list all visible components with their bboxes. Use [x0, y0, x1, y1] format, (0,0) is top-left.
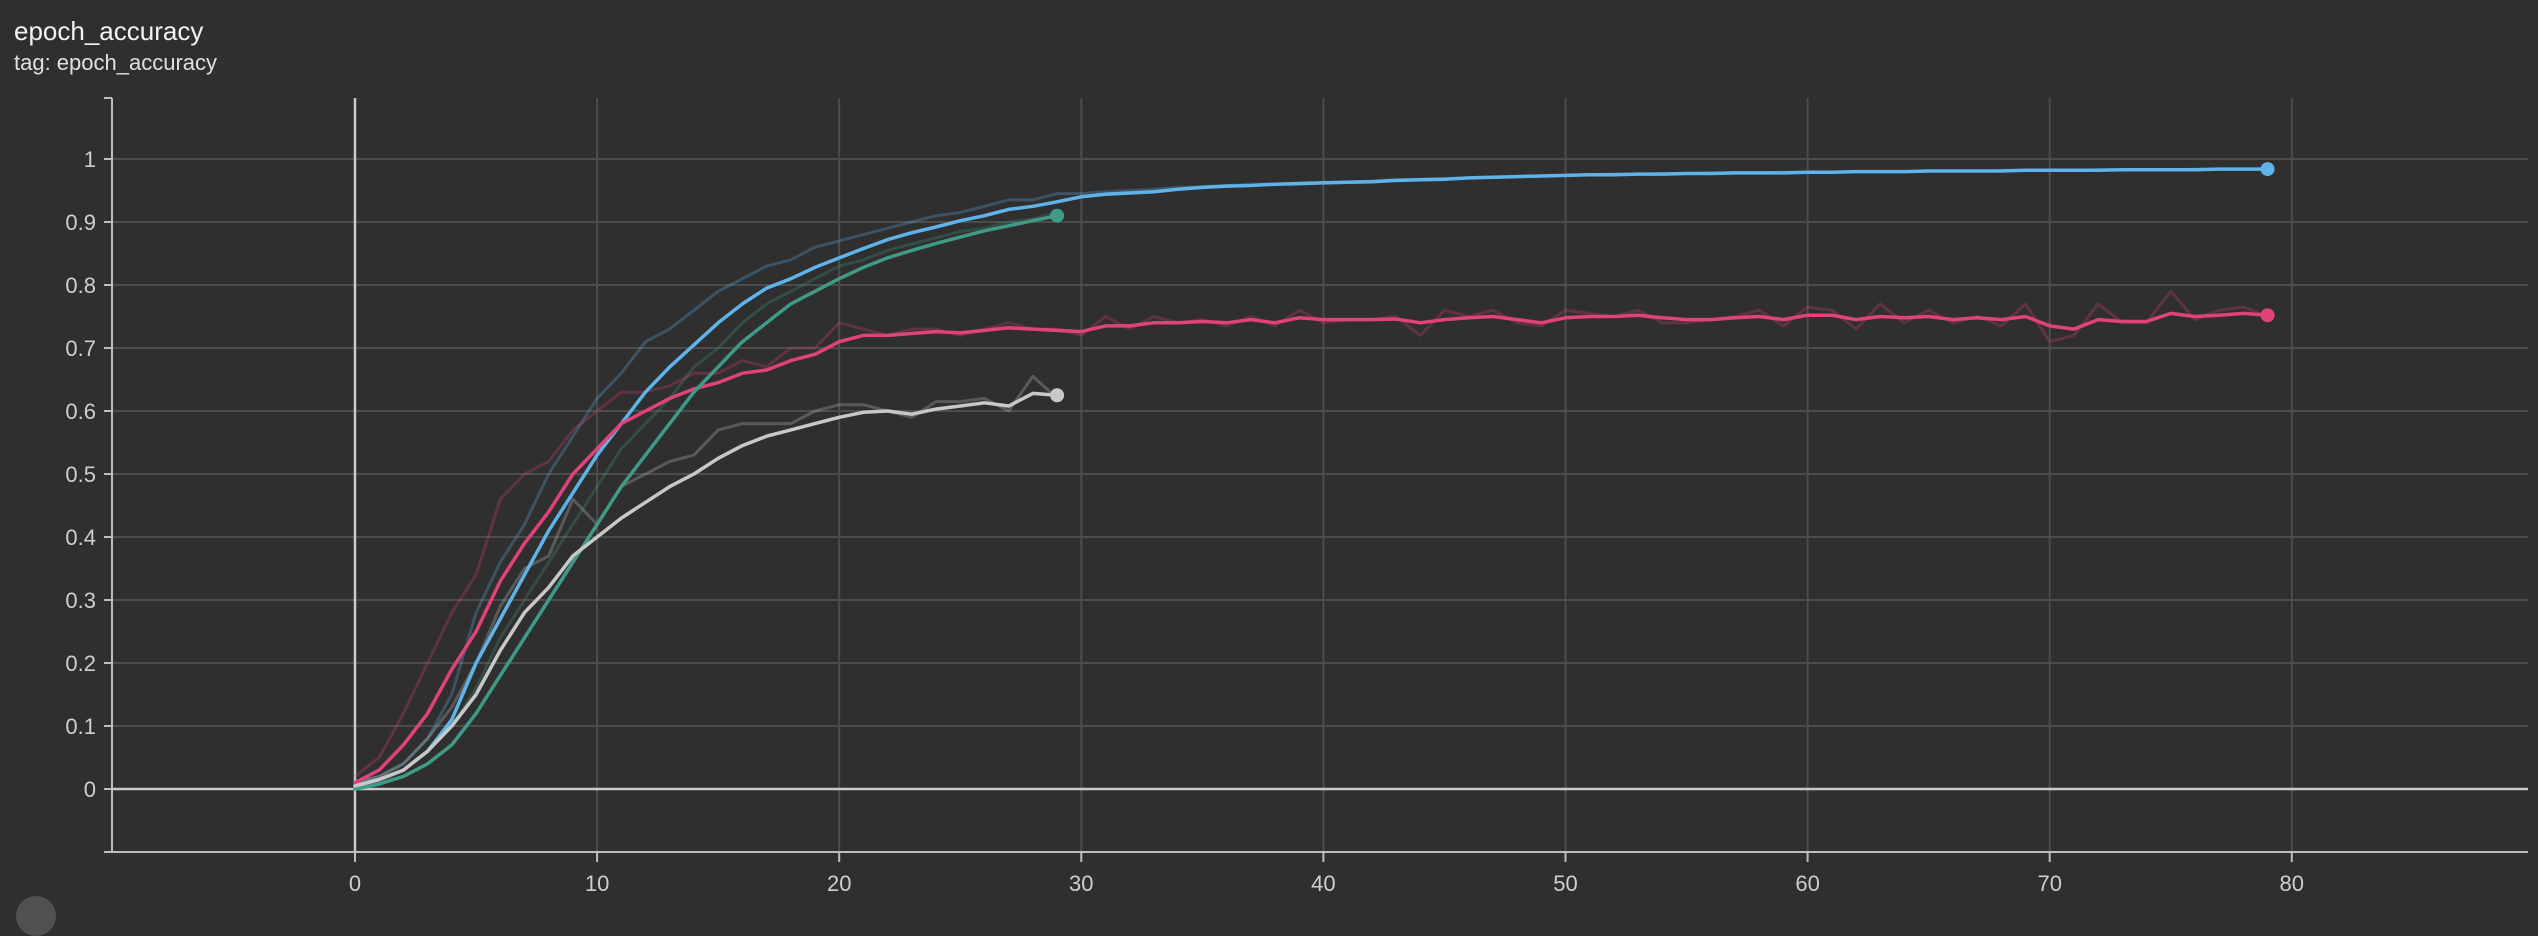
x-tick-label: 80 [2280, 871, 2304, 896]
chart-title: epoch_accuracy [14, 16, 204, 46]
y-tick-label: 0.3 [65, 588, 96, 613]
series-0-end-point [2260, 162, 2275, 177]
y-tick-label: 0.9 [65, 210, 96, 235]
y-tick-label: 0.5 [65, 462, 96, 487]
line-chart[interactable]: 0 10 20 30 40 50 60 70 80 0 0.1 0.2 0.3 0.4 0.5 0.6 0.7 0… [0, 0, 2538, 909]
series-3-line [353, 391, 1059, 788]
y-tick-label: 0.8 [65, 273, 96, 298]
x-tick-label: 60 [1795, 871, 1819, 896]
series-3-end-point [1050, 388, 1065, 403]
chart-subtitle: tag: epoch_accuracy [14, 50, 218, 75]
x-tick-label: 40 [1311, 871, 1335, 896]
y-tick-label: 1 [84, 147, 96, 172]
x-tick-label: 10 [585, 871, 609, 896]
series-2-line [353, 213, 1059, 791]
tick-labels: 0 10 20 30 40 50 60 70 80 0 0.1 0.2 0.3 0.4 0.5 0.6 0.7 0… [65, 147, 2304, 896]
y-tick-label: 0.2 [65, 651, 96, 676]
series-1-end-point [2260, 308, 2275, 323]
y-tick-label: 0.6 [65, 399, 96, 424]
axes [104, 97, 2528, 862]
x-tick-label: 30 [1069, 871, 1093, 896]
circle-control-icon[interactable] [16, 896, 56, 936]
x-tick-label: 70 [2037, 871, 2061, 896]
x-tick-label: 0 [349, 871, 361, 896]
series-2-end-point [1050, 208, 1065, 223]
series-0-line [353, 167, 2270, 788]
series-1-line [353, 311, 2270, 785]
x-tick-label: 50 [1553, 871, 1577, 896]
series-group [353, 162, 2275, 791]
y-tick-label: 0 [84, 777, 96, 802]
series-3-raw-line [354, 374, 1059, 785]
x-tick-label: 20 [827, 871, 851, 896]
grid-lines [112, 98, 2528, 852]
series-2-raw-line [354, 211, 1058, 791]
y-tick-label: 0.4 [65, 525, 96, 550]
y-tick-label: 0.7 [65, 336, 96, 361]
y-tick-label: 0.1 [65, 714, 96, 739]
series-1-raw-line [354, 289, 2269, 778]
